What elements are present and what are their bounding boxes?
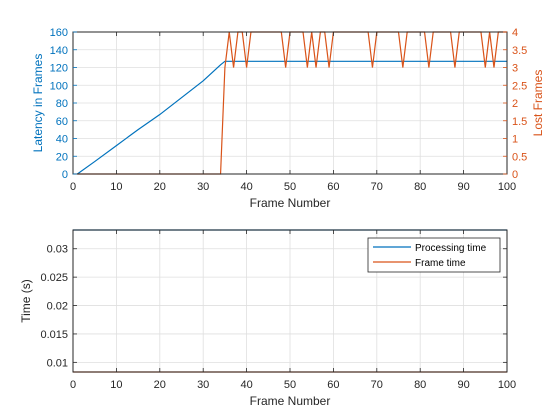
legend: Processing time Frame time: [367, 237, 501, 273]
bottom-x-tick-label: 90: [457, 379, 469, 391]
bottom-x-tick-label: 40: [240, 379, 252, 391]
top-right-y-tick-label: 3: [512, 63, 518, 75]
top-left-y-tick-label: 20: [56, 151, 68, 163]
legend-label-processing-time: Processing time: [415, 243, 487, 254]
top-left-y-tick-label: 140: [50, 45, 68, 57]
bottom-y-tick-label: 0.03: [47, 244, 68, 256]
top-x-tick-label: 30: [197, 181, 209, 193]
top-left-y-tick-label: 160: [50, 27, 68, 39]
bottom-x-tick-label: 20: [154, 379, 166, 391]
top-right-y-tick-label: 1: [512, 134, 518, 146]
top-ticks: 0 10 20 30 40 50 60 70 80 90 100020406080100120140…: [50, 27, 528, 193]
bottom-x-tick-label: 10: [110, 379, 122, 391]
top-x-tick-label: 0: [70, 181, 76, 193]
top-right-y-tick-label: 3.5: [512, 45, 527, 57]
bottom-y-tick-label: 0.02: [47, 301, 68, 313]
bottom-x-tick-label: 80: [414, 379, 426, 391]
legend-box: [367, 237, 501, 273]
top-left-y-tick-label: 80: [56, 98, 68, 110]
top-x-tick-label: 20: [154, 181, 166, 193]
top-x-tick-label: 70: [371, 181, 383, 193]
bottom-y-tick-label: 0.015: [40, 329, 68, 341]
latency-series-line: [76, 60, 507, 175]
bottom-x-tick-label: 70: [371, 379, 383, 391]
top-left-y-axis-label: Latency in Frames: [31, 54, 45, 153]
top-x-tick-label: 100: [498, 181, 516, 193]
top-x-tick-label: 80: [414, 181, 426, 193]
top-left-y-tick-label: 40: [56, 134, 68, 146]
top-left-y-tick-label: 0: [62, 169, 68, 181]
bottom-y-axis-label: Time (s): [19, 279, 33, 323]
top-left-y-tick-label: 100: [50, 80, 68, 92]
top-x-tick-label: 40: [240, 181, 252, 193]
bottom-ticks: 0 10 20 30 40 50 60 70 80 90 100 0.01 0.015 0.02 0.025…: [40, 230, 516, 391]
top-right-y-tick-label: 2: [512, 98, 518, 110]
bottom-x-tick-label: 0: [70, 379, 76, 391]
bottom-axes: 0 10 20 30 40 50 60 70 80 90 100 0.01 0.015 0.02 0.025…: [19, 229, 516, 408]
bottom-x-tick-label: 50: [284, 379, 296, 391]
top-x-tick-label: 60: [327, 181, 339, 193]
top-right-y-tick-label: 2.5: [512, 80, 527, 92]
top-left-y-tick-label: 60: [56, 116, 68, 128]
top-right-y-tick-label: 1.5: [512, 116, 527, 128]
top-x-tick-label: 90: [457, 181, 469, 193]
bottom-y-tick-label: 0.01: [47, 357, 68, 369]
top-right-y-tick-label: 0.5: [512, 151, 527, 163]
bottom-x-tick-label: 100: [498, 379, 516, 391]
bottom-y-tick-label: 0.025: [40, 272, 68, 284]
bottom-x-tick-label: 60: [327, 379, 339, 391]
top-x-tick-label: 50: [284, 181, 296, 193]
top-x-axis-label: Frame Number: [250, 196, 331, 210]
top-grid: [72, 31, 508, 175]
top-right-y-tick-label: 4: [512, 27, 518, 39]
legend-label-frame-time: Frame time: [415, 258, 466, 269]
bottom-x-tick-label: 30: [197, 379, 209, 391]
top-right-y-axis-label: Lost Frames: [531, 70, 545, 137]
top-left-y-tick-label: 120: [50, 63, 68, 75]
top-x-tick-label: 10: [110, 181, 122, 193]
bottom-x-axis-label: Frame Number: [250, 394, 331, 408]
top-axes: 0 10 20 30 40 50 60 70 80 90 100020406080100120140…: [31, 27, 545, 210]
top-right-y-tick-label: 0: [512, 169, 518, 181]
